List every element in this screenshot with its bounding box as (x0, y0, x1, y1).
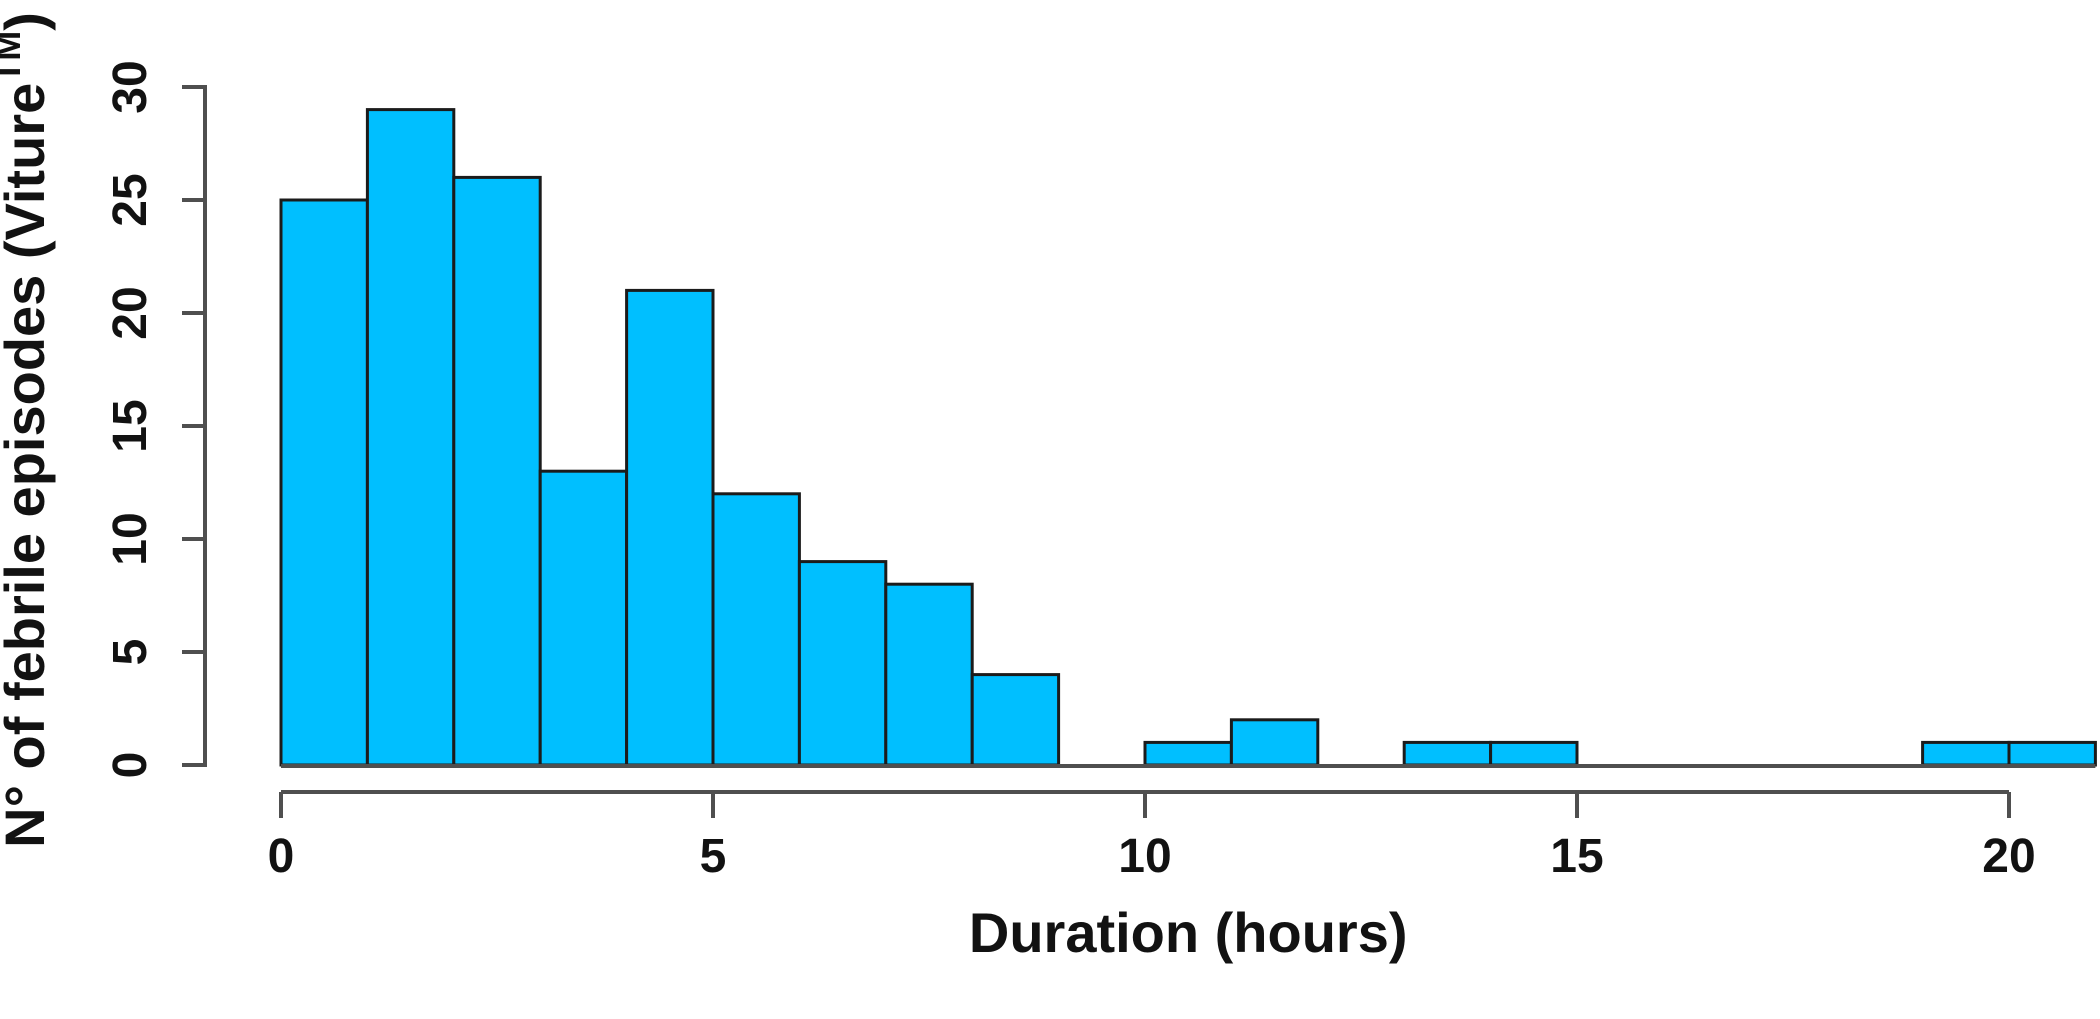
y-tick-label: 0 (104, 752, 157, 779)
histogram-bar (625, 288, 715, 767)
y-tick-label: 15 (104, 399, 157, 452)
histogram-bar (365, 108, 456, 767)
x-tick-label: 20 (1982, 830, 2035, 883)
y-axis-title-main: N° of febrile episodes (Viture (0, 83, 56, 848)
y-axis-title-close-paren: ) (0, 12, 56, 31)
histogram-bar (2007, 740, 2097, 767)
labels-group: 0 5 10 15 20 0 5 10 15 20 25 30 Duration (hours) N° o… (0, 12, 2036, 964)
x-tick-label: 5 (700, 830, 727, 883)
x-tick-label: 15 (1550, 830, 1603, 883)
y-tick-label: 10 (104, 512, 157, 565)
x-axis-title: Duration (hours) (969, 901, 1408, 964)
histogram-bar (452, 175, 542, 767)
histogram-bar (1402, 740, 1493, 767)
y-tick-label: 5 (104, 639, 157, 666)
histogram-bar (1229, 718, 1320, 767)
x-tick-label: 0 (268, 830, 295, 883)
histogram-bar (1921, 740, 2011, 767)
histogram-bar (279, 198, 369, 767)
y-tick-label: 20 (104, 286, 157, 339)
histogram-bar (884, 582, 974, 767)
y-axis-title: N° of febrile episodes (VitureTM) (0, 12, 56, 848)
histogram-bar (711, 492, 801, 767)
y-tick-label: 25 (104, 173, 157, 226)
histogram-bar (1489, 740, 1579, 767)
histogram-bar (1143, 740, 1233, 767)
axes-group (182, 85, 2096, 818)
y-axis-title-superscript-tm: TM (0, 31, 28, 83)
y-tick-label: 30 (104, 60, 157, 113)
x-tick-label: 10 (1118, 830, 1171, 883)
histogram-bar (970, 673, 1061, 767)
histogram-bar (538, 469, 629, 767)
histogram-bar (797, 560, 888, 767)
bars-group (279, 108, 2097, 767)
